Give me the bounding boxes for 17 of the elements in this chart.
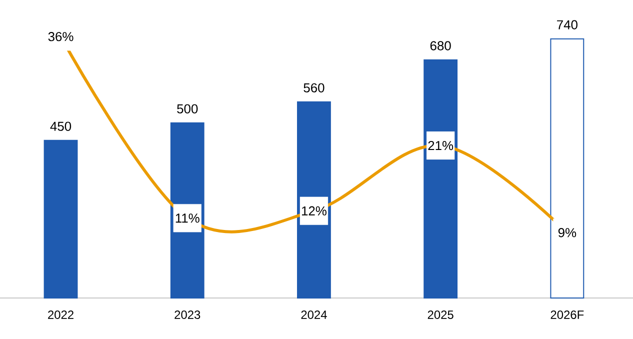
- x-tick-label: 2026F: [550, 310, 584, 319]
- data-label: 12%: [302, 206, 326, 216]
- data-label: 560: [304, 83, 324, 92]
- data-label: 9%: [558, 228, 576, 238]
- data-label: 450: [50, 122, 72, 131]
- data-label: 680: [430, 41, 451, 50]
- data-label: 11%: [176, 214, 200, 223]
- x-tick-label: 2025: [428, 310, 454, 319]
- data-label: 36%: [48, 32, 74, 42]
- bar: [44, 140, 78, 298]
- data-label: 500: [177, 104, 198, 114]
- bar: [550, 38, 584, 298]
- data-label: 740: [557, 20, 578, 30]
- x-tick-label: 2023: [174, 310, 200, 319]
- x-tick-label: 2022: [48, 310, 74, 319]
- data-label: 21%: [428, 140, 454, 150]
- x-tick-label: 2024: [301, 310, 327, 319]
